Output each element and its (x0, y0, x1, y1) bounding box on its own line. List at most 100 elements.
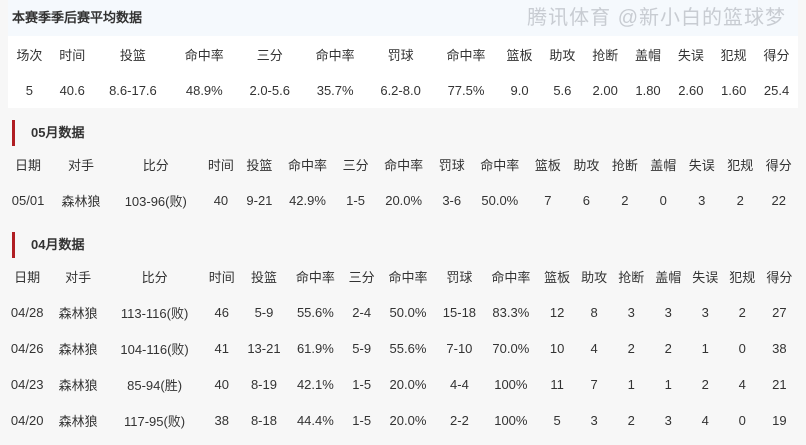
column-header: 罚球 (438, 157, 465, 173)
column-header: 失误 (688, 157, 715, 173)
table-cell: 55.6% (296, 304, 334, 320)
column-header: 篮板 (544, 269, 571, 285)
table-row: 5 40.6 8.6-17.6 48.9% 2.0-5.6 35.7% 6.2-8.0 77.… (8, 72, 798, 108)
table-cell: 38 (214, 412, 230, 428)
section-title: 05月数据 (12, 120, 798, 146)
table-cell: 12 (549, 304, 565, 320)
table-cell: 50.0% (389, 304, 427, 320)
table-cell: 117-95(败) (123, 413, 186, 429)
table-cell: 5-9 (352, 340, 372, 356)
table-cell: 15-18 (442, 304, 477, 320)
table-cell: 2.00 (592, 82, 618, 98)
table-cell: 20.0% (385, 192, 423, 208)
table-cell: 1-5 (346, 192, 365, 208)
season-average-table: 场次 时间 投篮 命中率 三分 命中率 罚球 命中率 篮板 助攻 抢断 盖帽 失误 犯规 得分 5 40.6 8… (8, 36, 798, 108)
column-header: 对手 (65, 269, 92, 285)
season-average-header: 本赛季季后赛平均数据 腾讯体育 @新小白的篮球梦 (8, 0, 798, 36)
table-cell: 35.7% (316, 82, 354, 98)
column-header: 日期 (15, 157, 42, 173)
table-cell: 2 (627, 340, 635, 356)
column-header: 命中率 (184, 47, 224, 63)
column-header: 命中率 (384, 157, 424, 173)
table-cell: 100% (494, 412, 528, 428)
table-cell: 森林狼 (61, 193, 101, 209)
table-cell: 4-4 (450, 376, 469, 392)
table-cell: 40 (213, 192, 229, 208)
table-cell: 44.4% (296, 412, 334, 428)
table-cell: 27 (772, 304, 787, 320)
table-cell: 100% (494, 376, 528, 392)
table-cell: 13-21 (247, 340, 281, 356)
column-header: 命中率 (446, 47, 486, 63)
table-cell: 3 (701, 304, 709, 320)
column-header: 比分 (142, 157, 169, 173)
table-cell: 3 (590, 412, 598, 428)
table-cell: 5.6 (553, 82, 572, 98)
table-cell: 20.0% (389, 412, 427, 428)
table-cell: 19 (772, 412, 787, 428)
table-cell: 1 (627, 376, 635, 392)
table-cell: 113-116(败) (120, 305, 189, 321)
season-average-title: 本赛季季后赛平均数据 (12, 10, 143, 25)
column-header: 三分 (256, 47, 283, 63)
table-cell: 41 (214, 340, 230, 356)
column-header: 三分 (348, 269, 375, 285)
table-cell: 38 (772, 340, 787, 356)
table-row: 04/28 森林狼 113-116(败) 46 5-9 55.6% 2-4 50.0% 15-1… (4, 294, 798, 330)
column-header: 命中率 (480, 157, 520, 173)
table-cell: 3 (664, 304, 672, 320)
table-header-row: 日期 对手 比分 时间 投篮 命中率 三分 命中率 罚球 命中率 篮板 助攻 抢断 盖帽 失误 犯规 得分 (4, 146, 798, 182)
month-table: 日期 对手 比分 时间 投篮 命中率 三分 命中率 罚球 命中率 篮板 助攻 抢断 盖帽 失误 犯规 得分 05/… (4, 146, 798, 218)
table-cell: 04/28 (10, 304, 44, 320)
table-cell: 6 (582, 192, 590, 208)
table-row: 04/23 森林狼 85-94(胜) 40 8-19 42.1% 1-5 20.0% 4-4 10… (4, 366, 798, 402)
table-cell: 1.80 (635, 82, 661, 98)
table-cell: 48.9% (185, 82, 223, 98)
column-header: 失误 (677, 47, 704, 63)
table-cell: 40.6 (59, 82, 85, 98)
table-cell: 11 (550, 376, 564, 392)
table-cell: 森林狼 (58, 305, 98, 321)
column-header: 盖帽 (650, 157, 677, 173)
table-cell: 22 (771, 192, 786, 208)
table-cell: 0 (738, 340, 746, 356)
column-header: 抢断 (618, 269, 645, 285)
column-header: 场次 (16, 47, 43, 63)
table-cell: 8 (590, 304, 598, 320)
table-cell: 05/01 (11, 192, 45, 208)
column-header: 时间 (59, 47, 86, 63)
column-header: 盖帽 (635, 47, 662, 63)
table-cell: 5 (553, 412, 561, 428)
column-header: 命中率 (295, 269, 335, 285)
table-cell: 1-5 (352, 412, 372, 428)
month-table: 日期 对手 比分 时间 投篮 命中率 三分 命中率 罚球 命中率 篮板 助攻 抢断 盖帽 失误 犯规 得分 04/… (4, 258, 798, 438)
table-cell: 2 (621, 192, 629, 208)
column-header: 命中率 (315, 47, 355, 63)
table-cell: 森林狼 (58, 413, 98, 429)
table-cell: 8-19 (250, 376, 277, 392)
season-average-panel: 本赛季季后赛平均数据 腾讯体育 @新小白的篮球梦 场次 时间 投篮 命中率 三分 命中率 罚… (8, 0, 798, 108)
column-header: 盖帽 (655, 269, 682, 285)
table-cell: 2 (736, 192, 744, 208)
table-cell: 77.5% (447, 82, 485, 98)
table-cell: 3 (627, 304, 635, 320)
column-header: 比分 (141, 269, 168, 285)
table-cell: 1 (664, 376, 672, 392)
column-header: 得分 (763, 47, 790, 63)
column-header: 失误 (692, 269, 719, 285)
table-row: 04/20 森林狼 117-95(败) 38 8-18 44.4% 1-5 20.0% 2-2 1… (4, 402, 798, 438)
table-cell: 1.60 (721, 82, 747, 98)
table-cell: 25.4 (763, 82, 790, 98)
column-header: 对手 (67, 157, 94, 173)
table-cell: 9-21 (246, 192, 273, 208)
table-cell: 10 (549, 340, 565, 356)
column-header: 犯规 (729, 269, 756, 285)
column-header: 篮板 (534, 157, 561, 173)
column-header: 罚球 (387, 47, 414, 63)
table-row: 05/01 森林狼 103-96(败) 40 9-21 42.9% 1-5 20.0% 3-6 5… (4, 182, 798, 218)
table-cell: 4 (590, 340, 598, 356)
column-header: 助攻 (549, 47, 576, 63)
section-title: 04月数据 (12, 232, 798, 258)
column-header: 时间 (208, 269, 235, 285)
table-cell: 3-6 (442, 192, 462, 208)
